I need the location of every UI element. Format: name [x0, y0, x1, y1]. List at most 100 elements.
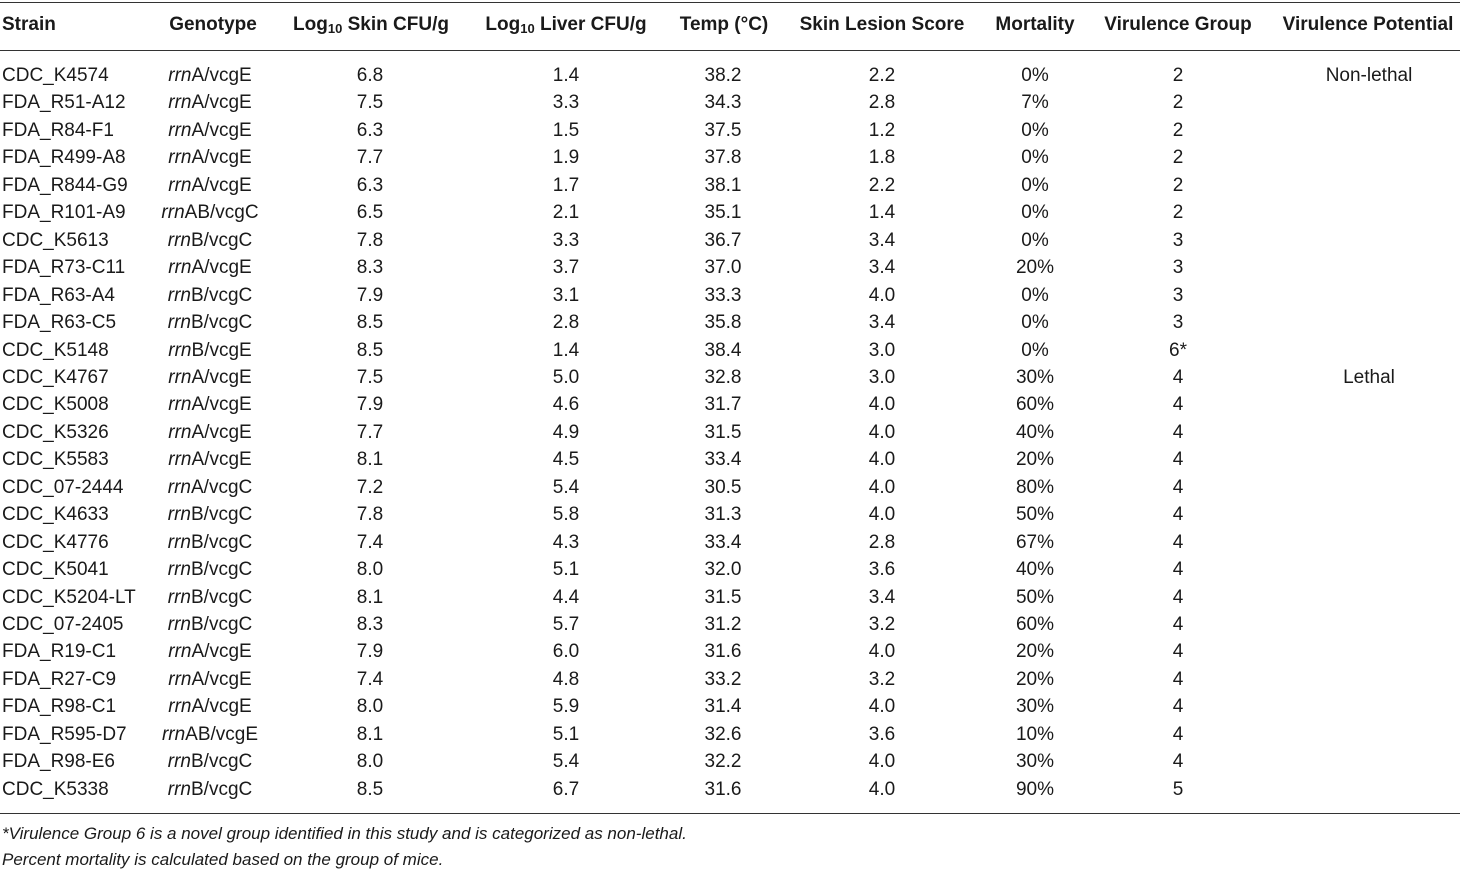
cell-temp: 31.5 — [704, 587, 742, 608]
cell-liver-cfu: 5.7 — [552, 614, 580, 635]
cell-strain: FDA_R499-A8 — [2, 147, 126, 168]
cell-virulence-group: 5 — [1172, 779, 1184, 800]
cell-genotype: rrnB/vcgC — [168, 779, 252, 801]
cell-temp: 31.5 — [704, 422, 742, 443]
cell-temp: 35.8 — [704, 312, 742, 333]
genotype-rest: A/vcgE — [191, 669, 252, 690]
genotype-rrn: rrn — [167, 285, 191, 306]
footnote-1: *Virulence Group 6 is a novel group iden… — [2, 824, 687, 843]
cell-genotype: rrnA/vcgE — [168, 367, 251, 389]
cell-skin-cfu: 6.5 — [356, 202, 384, 223]
cell-virulence-group: 3 — [1172, 257, 1184, 278]
cell-skin-cfu: 7.8 — [356, 504, 384, 525]
cell-liver-cfu: 5.0 — [552, 367, 580, 388]
cell-genotype: rrnA/vcgE — [168, 641, 251, 663]
cell-skin-cfu: 8.5 — [356, 312, 384, 333]
cell-liver-cfu: 3.3 — [552, 230, 580, 251]
cell-strain: FDA_R98-C1 — [2, 696, 117, 717]
genotype-rrn: rrn — [168, 422, 192, 443]
cell-mortality: 50% — [1015, 587, 1055, 608]
cell-liver-cfu: 3.7 — [552, 257, 580, 278]
cell-lesion-score: 3.0 — [868, 367, 896, 388]
cell-lesion-score: 3.4 — [868, 312, 896, 333]
cell-mortality: 30% — [1015, 367, 1055, 388]
cell-strain: CDC_K4574 — [2, 65, 109, 86]
cell-strain: CDC_K5204-LT — [2, 587, 136, 608]
genotype-rrn: rrn — [168, 120, 192, 141]
genotype-rest: A/vcgE — [191, 175, 252, 196]
cell-virulence-group: 3 — [1172, 285, 1184, 306]
cell-temp: 33.2 — [704, 669, 742, 690]
cell-lesion-score: 1.4 — [868, 202, 896, 223]
cell-skin-cfu: 7.9 — [356, 394, 384, 415]
cell-liver-cfu: 3.3 — [552, 92, 580, 113]
header-strain: Strain — [2, 14, 56, 35]
header-liver-text: Liver CFU/g — [534, 14, 647, 35]
cell-liver-cfu: 5.9 — [552, 696, 580, 717]
cell-lesion-score: 1.8 — [868, 147, 896, 168]
genotype-rest: A/vcgE — [191, 147, 252, 168]
cell-skin-cfu: 8.0 — [356, 559, 384, 580]
cell-strain: CDC_K4633 — [2, 504, 109, 525]
genotype-rest: A/vcgE — [191, 92, 252, 113]
cell-virulence-group: 4 — [1172, 751, 1184, 772]
header-lesion: Skin Lesion Score — [799, 14, 965, 35]
cell-lesion-score: 3.6 — [868, 559, 896, 580]
cell-skin-cfu: 8.5 — [356, 779, 384, 800]
cell-temp: 31.4 — [704, 696, 742, 717]
cell-virulence-group: 4 — [1172, 477, 1184, 498]
genotype-rrn: rrn — [167, 504, 191, 525]
cell-temp: 32.0 — [704, 559, 742, 580]
cell-skin-cfu: 8.0 — [356, 751, 384, 772]
cell-strain: CDC_07-2444 — [2, 477, 124, 498]
cell-genotype: rrnB/vcgC — [168, 559, 252, 581]
cell-skin-cfu: 7.4 — [356, 669, 384, 690]
cell-mortality: 0% — [1021, 147, 1049, 168]
genotype-rest: B/vcgC — [190, 587, 253, 608]
genotype-rrn: rrn — [161, 724, 186, 745]
cell-mortality: 0% — [1021, 340, 1049, 361]
cell-temp: 32.6 — [704, 724, 742, 745]
cell-skin-cfu: 7.7 — [356, 422, 384, 443]
cell-liver-cfu: 2.1 — [552, 202, 580, 223]
cell-skin-cfu: 7.2 — [356, 477, 384, 498]
cell-genotype: rrnA/vcgE — [168, 147, 251, 169]
header-mortality: Mortality — [995, 14, 1075, 35]
cell-skin-cfu: 8.1 — [356, 587, 384, 608]
genotype-rrn: rrn — [168, 92, 192, 113]
cell-temp: 32.8 — [704, 367, 742, 388]
cell-liver-cfu: 5.4 — [552, 751, 580, 772]
cell-mortality: 40% — [1015, 422, 1055, 443]
cell-temp: 38.4 — [704, 340, 742, 361]
cell-virulence-group: 2 — [1172, 202, 1184, 223]
cell-mortality: 50% — [1015, 504, 1055, 525]
cell-liver-cfu: 6.7 — [552, 779, 580, 800]
top-rule — [0, 2, 1460, 3]
genotype-rrn: rrn — [168, 175, 192, 196]
cell-lesion-score: 4.0 — [868, 422, 896, 443]
cell-liver-cfu: 5.1 — [552, 559, 580, 580]
cell-genotype: rrnA/vcgE — [168, 120, 251, 142]
genotype-rest: B/vcgC — [190, 312, 253, 333]
cell-liver-cfu: 5.4 — [552, 477, 580, 498]
cell-strain: FDA_R63-A4 — [2, 285, 115, 306]
cell-skin-cfu: 8.0 — [356, 696, 384, 717]
cell-skin-cfu: 7.5 — [356, 367, 384, 388]
header-liver-sub: 10 — [520, 21, 535, 36]
cell-skin-cfu: 8.5 — [356, 340, 384, 361]
cell-mortality: 60% — [1015, 394, 1055, 415]
header-genotype: Genotype — [169, 14, 257, 35]
cell-virulence-group: 4 — [1172, 669, 1184, 690]
cell-virulence-group: 4 — [1172, 394, 1184, 415]
cell-virulence-potential: Lethal — [1343, 367, 1395, 388]
genotype-rrn: rrn — [168, 65, 192, 86]
genotype-rest: A/vcgE — [191, 641, 252, 662]
genotype-rest: B/vcgC — [190, 230, 253, 251]
cell-liver-cfu: 5.1 — [552, 724, 580, 745]
cell-lesion-score: 1.2 — [868, 120, 896, 141]
cell-virulence-group: 2 — [1172, 120, 1184, 141]
genotype-rrn: rrn — [167, 312, 191, 333]
header-skin-log: Log — [293, 14, 328, 35]
cell-genotype: rrnA/vcgE — [168, 257, 251, 279]
header-liver-cfu: Log10 Liver CFU/g — [485, 14, 646, 36]
